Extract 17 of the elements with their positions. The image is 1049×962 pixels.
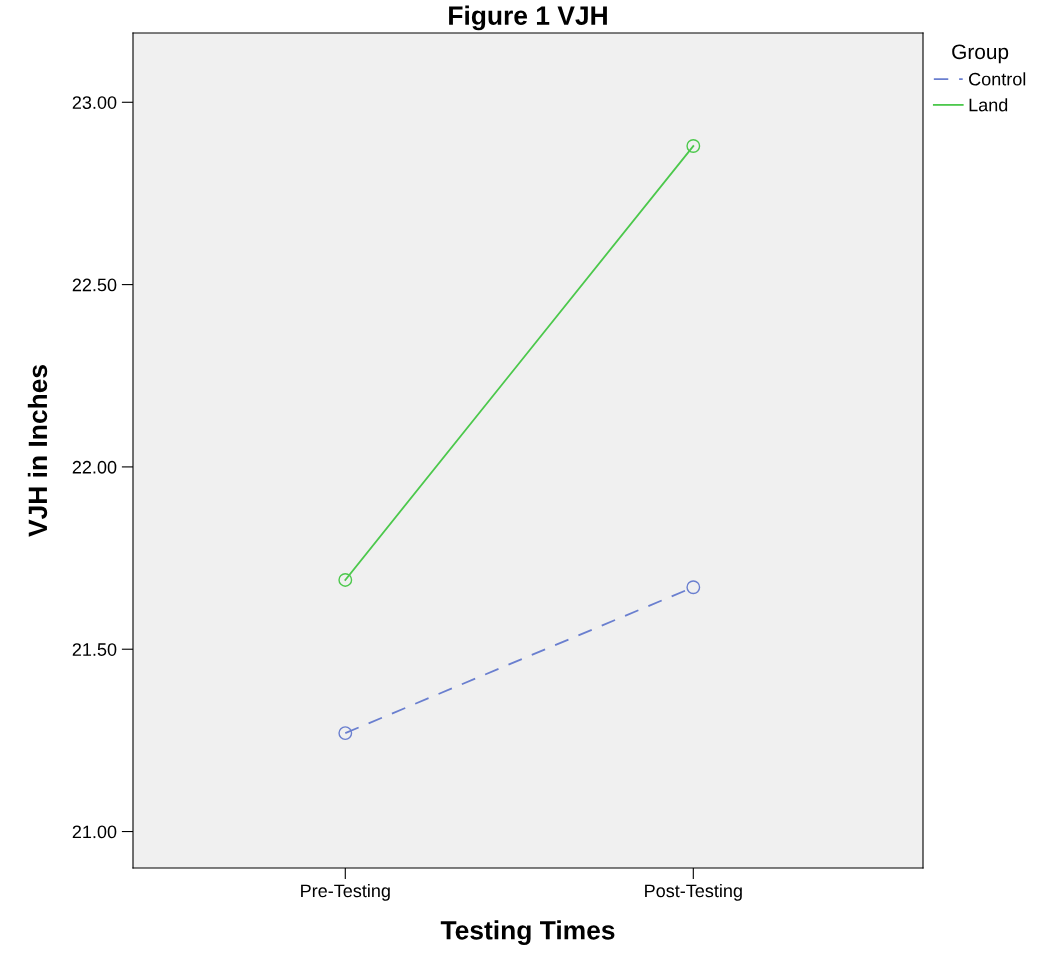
y-axis-title: VJH in Inches <box>27 365 48 537</box>
x-tick-label: Post-Testing <box>645 883 742 901</box>
x-axis-title: Testing Times <box>440 920 615 945</box>
point <box>686 139 701 153</box>
legend-label: Control <box>969 72 1026 86</box>
y-tick-label: 22.00 <box>72 460 117 474</box>
point <box>338 572 353 587</box>
point <box>686 580 701 595</box>
y-tick-label: 23.00 <box>72 96 117 109</box>
legend-title: Group <box>952 44 1009 64</box>
x-tick-label: Pre-Testing <box>301 883 390 901</box>
legend-label: Land <box>969 98 1008 112</box>
y-tick-label: 22.50 <box>72 278 117 292</box>
point <box>338 726 353 741</box>
chart-title: Figure 1 VJH <box>449 5 607 31</box>
y-tick-label: 21.50 <box>72 643 117 656</box>
y-tick-label: 21.00 <box>72 825 117 839</box>
